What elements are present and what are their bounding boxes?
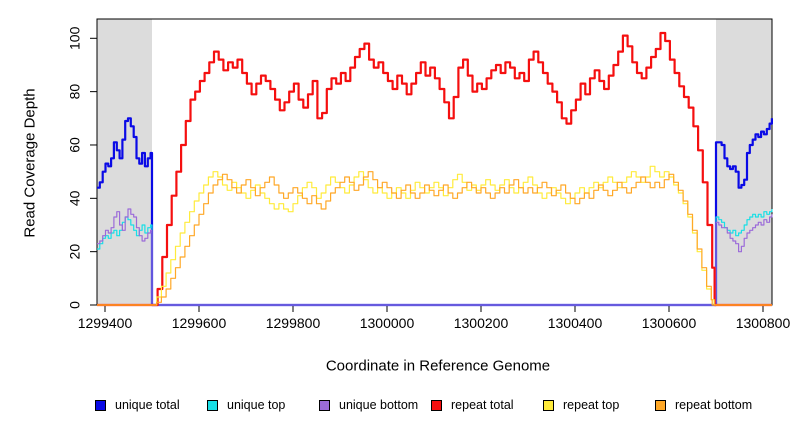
legend-item-repeat-bottom: repeat bottom: [655, 398, 767, 412]
series-line-repeat-total: [97, 31, 772, 307]
legend-label: unique bottom: [339, 398, 419, 412]
series-line-unique-total: [97, 117, 773, 307]
legend-item-repeat-total: repeat total: [431, 398, 543, 412]
legend-label: unique total: [115, 398, 180, 412]
y-axis-title: Read Coverage Depth: [21, 88, 39, 238]
x-tick-label: 1300800: [736, 315, 791, 331]
legend: unique total unique top unique bottom repea…: [95, 398, 767, 412]
legend-swatch: [655, 399, 666, 411]
legend-label: repeat total: [451, 398, 514, 412]
series-line-unique-top: [97, 209, 773, 306]
y-tick-label: 20: [67, 244, 83, 260]
x-tick-label: 1300000: [360, 315, 415, 331]
series-line-unique-bottom: [97, 208, 773, 306]
legend-item-unique-top: unique top: [207, 398, 319, 412]
legend-label: repeat bottom: [675, 398, 753, 412]
x-tick-label: 1300600: [642, 315, 697, 331]
series-line-repeat-top: [97, 165, 772, 306]
x-tick-label: 1300400: [548, 315, 603, 331]
x-axis-title: Coordinate in Reference Genome: [325, 357, 551, 375]
legend-label: repeat top: [563, 398, 620, 412]
legend-swatch: [543, 399, 554, 411]
x-tick-label: 1299800: [266, 315, 321, 331]
legend-item-repeat-top: repeat top: [543, 398, 655, 412]
x-tick-label: 1299400: [78, 315, 133, 331]
legend-item-unique-total: unique total: [95, 398, 207, 412]
x-tick-label: 1300200: [454, 315, 509, 331]
legend-swatch: [95, 399, 106, 411]
legend-swatch: [319, 399, 330, 411]
shaded-region: [97, 19, 152, 305]
shaded-region: [716, 19, 773, 305]
legend-label: unique top: [227, 398, 286, 412]
legend-swatch: [207, 399, 218, 411]
plot-border: [96, 18, 773, 306]
legend-item-unique-bottom: unique bottom: [319, 398, 431, 412]
y-tick-label: 80: [67, 84, 83, 100]
series-line-repeat-bottom: [97, 171, 772, 306]
x-tick-label: 1299600: [172, 315, 227, 331]
legend-swatch: [431, 399, 442, 411]
y-tick-label: 60: [67, 137, 83, 153]
y-tick-label: 0: [67, 301, 83, 309]
y-tick-label: 100: [67, 26, 83, 50]
plot-canvas: 0 20 40 60 80 100 1299400 1299600 1299800 1300000…: [67, 18, 791, 331]
y-tick-label: 40: [67, 190, 83, 206]
